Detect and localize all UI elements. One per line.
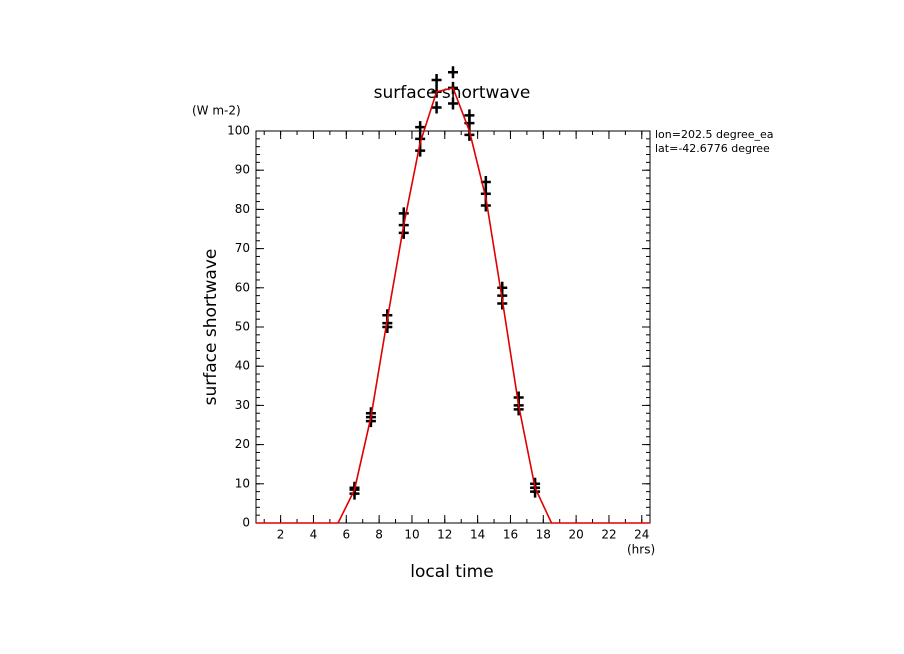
x-tick-label: 12: [437, 528, 452, 542]
y-tick-label: 80: [235, 202, 250, 216]
point-marker: [448, 97, 458, 110]
point-marker: [431, 101, 442, 114]
x-tick-label: 6: [342, 528, 350, 542]
y-tick-label: 20: [235, 437, 250, 451]
x-axis-label: local time: [410, 562, 493, 582]
annotation: lat=-42.6776 degree: [655, 142, 770, 155]
annotation: lon=202.5 degree_ea: [655, 128, 774, 141]
x-tick-label: 22: [601, 528, 616, 542]
point-marker: [415, 121, 426, 134]
point-marker: [448, 66, 458, 79]
x-tick-label: 20: [568, 528, 583, 542]
y-tick-label: 40: [235, 359, 250, 373]
y-tick-label: 50: [235, 320, 250, 334]
point-marker: [464, 109, 475, 122]
y-tick-label: 70: [235, 241, 250, 255]
y-tick-label: 100: [227, 124, 250, 138]
point-marker: [497, 281, 508, 294]
point-marker: [431, 74, 442, 87]
x-unit: (hrs): [627, 543, 655, 557]
y-tick-label: 90: [235, 163, 250, 177]
y-tick-label: 60: [235, 280, 250, 294]
point-marker: [398, 207, 409, 220]
y-axis-label: surface shortwave: [201, 249, 221, 406]
x-tick-label: 10: [404, 528, 419, 542]
x-tick-label: 4: [310, 528, 318, 542]
data-line: [256, 86, 650, 524]
x-tick-label: 14: [470, 528, 485, 542]
x-tick-label: 2: [277, 528, 285, 542]
x-tick-label: 16: [503, 528, 518, 542]
y-tick-label: 0: [242, 516, 250, 530]
plot-frame: [255, 130, 651, 524]
x-tick-label: 18: [536, 528, 551, 542]
y-tick-label: 30: [235, 398, 250, 412]
x-tick-label: 8: [375, 528, 383, 542]
y-unit: (W m-2): [192, 104, 241, 118]
x-tick-label: 24: [634, 528, 649, 542]
y-tick-label: 10: [235, 476, 250, 490]
